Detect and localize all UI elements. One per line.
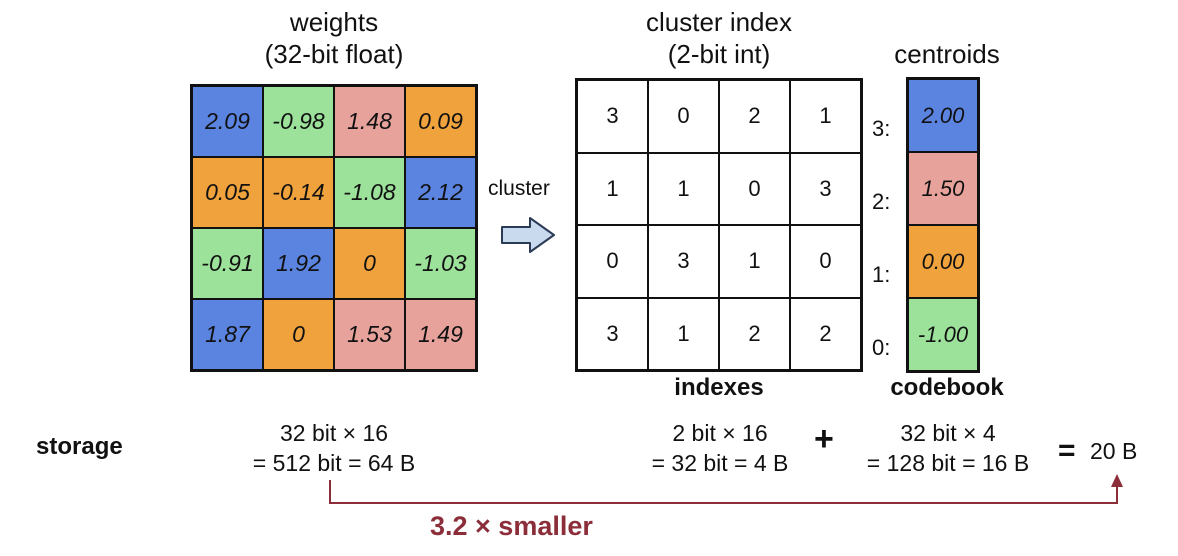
weights-title-line2: (32-bit float) — [264, 39, 404, 69]
weight-cell: 1.48 — [334, 86, 405, 157]
codebook-storage: 32 bit × 4 = 128 bit = 16 B — [838, 418, 1058, 478]
index-cell: 3 — [577, 297, 648, 370]
index-title-line1: cluster index — [646, 7, 792, 37]
centroid-value: 2.00 — [908, 79, 978, 152]
weight-cell: 0 — [334, 228, 405, 299]
centroid-index-label: 0: — [872, 335, 891, 360]
weight-cell: 0.09 — [405, 86, 476, 157]
centroid-value: 1.50 — [908, 152, 978, 225]
centroid-index-label: 1: — [872, 262, 891, 287]
weight-cell: -1.03 — [405, 228, 476, 299]
weight-cell: 1.49 — [405, 299, 476, 370]
weight-cell: 0 — [263, 299, 334, 370]
index-cell: 2 — [719, 80, 790, 153]
codebook-storage-line2: = 128 bit = 16 B — [866, 450, 1030, 476]
weights-storage: 32 bit × 16 = 512 bit = 64 B — [190, 418, 478, 478]
plus-sign: + — [814, 420, 834, 458]
weight-cell: 1.92 — [263, 228, 334, 299]
centroid-value: -1.00 — [908, 298, 978, 371]
index-storage: 2 bit × 16 = 32 bit = 4 B — [615, 418, 825, 478]
equals-sign: = — [1058, 434, 1076, 467]
index-cell: 2 — [790, 297, 861, 370]
index-cell: 3 — [577, 80, 648, 153]
weights-title-line1: weights — [289, 7, 379, 37]
weights-matrix: 2.09 -0.98 1.48 0.09 0.05 -0.14 -1.08 2.12 -0.91… — [190, 84, 478, 372]
index-storage-line2: = 32 bit = 4 B — [651, 450, 789, 476]
comparison-label: 3.2 × smaller — [430, 511, 593, 541]
weights-storage-line2: = 512 bit = 64 B — [252, 450, 416, 476]
weight-cell: -0.14 — [263, 157, 334, 228]
index-cell: 0 — [577, 225, 648, 298]
weights-storage-line1: 32 bit × 16 — [279, 420, 389, 446]
index-cell: 1 — [577, 152, 648, 225]
weight-cell: -0.98 — [263, 86, 334, 157]
index-cell: 1 — [790, 80, 861, 153]
total-storage: 20 B — [1090, 438, 1138, 464]
index-storage-line1: 2 bit × 16 — [672, 420, 768, 446]
index-cell: 0 — [648, 80, 719, 153]
weight-cell: -0.91 — [192, 228, 263, 299]
codebook-caption: codebook — [890, 374, 1004, 401]
index-cell: 1 — [648, 152, 719, 225]
weight-cell: 2.12 — [405, 157, 476, 228]
centroids-title: centroids — [894, 39, 1000, 69]
codebook-storage-line1: 32 bit × 4 — [900, 420, 996, 446]
index-cell: 1 — [719, 225, 790, 298]
weight-cell: 0.05 — [192, 157, 263, 228]
weight-cell: 1.87 — [192, 299, 263, 370]
cluster-arrow-icon — [501, 217, 555, 253]
weight-cell: 1.53 — [334, 299, 405, 370]
index-cell: 0 — [790, 225, 861, 298]
index-cell: 0 — [719, 152, 790, 225]
centroid-value: 0.00 — [908, 225, 978, 298]
bracket-arrowhead-icon — [1111, 474, 1123, 487]
indexes-caption: indexes — [674, 374, 764, 401]
codebook-column: 2.00 1.50 0.00 -1.00 — [906, 77, 980, 373]
index-title-line2: (2-bit int) — [667, 39, 771, 69]
weights-title: weights (32-bit float) — [190, 6, 478, 70]
index-cell: 3 — [648, 225, 719, 298]
storage-label: storage — [36, 433, 123, 460]
weight-cell: -1.08 — [334, 157, 405, 228]
centroid-index-label: 3: — [872, 116, 891, 141]
index-cell: 2 — [719, 297, 790, 370]
weight-cell: 2.09 — [192, 86, 263, 157]
index-cell: 3 — [790, 152, 861, 225]
index-cell: 1 — [648, 297, 719, 370]
centroid-index-label: 2: — [872, 189, 891, 214]
index-title: cluster index (2-bit int) — [575, 6, 863, 70]
cluster-label: cluster — [488, 177, 550, 200]
